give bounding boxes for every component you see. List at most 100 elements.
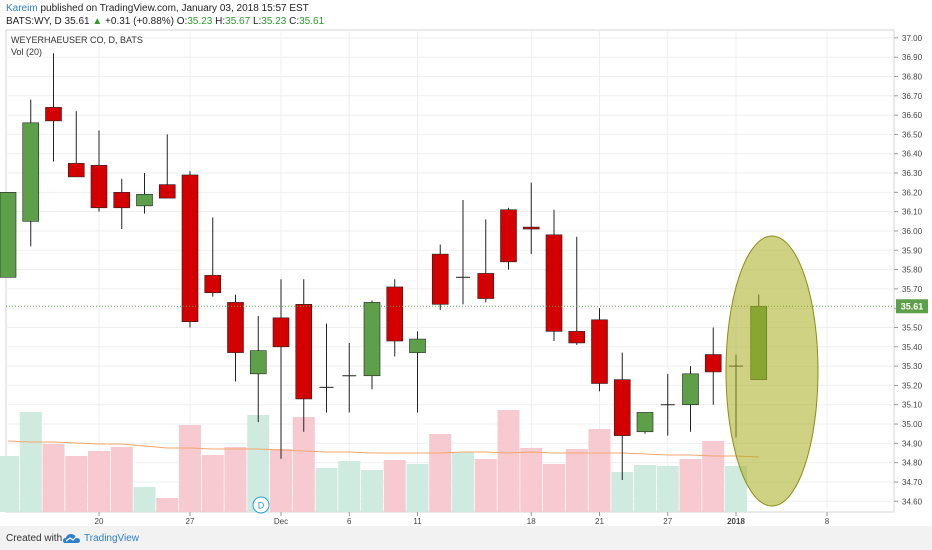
volume-bar — [338, 461, 361, 512]
footer: Created with TradingView — [0, 526, 932, 550]
price-chart[interactable]: 34.60 34.70 34.80 34.90 35.00 35.10 35.20 35.30… — [0, 0, 932, 526]
volume-bar — [133, 487, 156, 512]
volume-bar — [201, 455, 224, 512]
volume-bar — [679, 459, 702, 512]
candle-body — [522, 226, 540, 230]
candle[interactable] — [158, 134, 176, 199]
candle[interactable] — [45, 53, 62, 162]
y-tick-label: 36.50 — [902, 130, 923, 139]
x-tick-label: 2018 — [727, 517, 745, 526]
candle[interactable] — [660, 373, 675, 436]
y-tick-label: 34.80 — [902, 459, 923, 468]
candle-body — [545, 234, 563, 332]
chart-title: WEYERHAEUSER CO, D, BATS — [11, 35, 143, 45]
candle-body — [45, 107, 62, 122]
candle[interactable] — [22, 99, 40, 247]
symbol-label: BATS:WY, D — [6, 16, 62, 27]
volume-bar — [611, 472, 634, 512]
candle[interactable] — [181, 171, 199, 328]
x-tick-label: 27 — [663, 517, 672, 526]
candle-body — [158, 184, 176, 199]
candle-body — [636, 412, 654, 433]
candle[interactable] — [522, 182, 540, 255]
candle[interactable] — [477, 219, 495, 303]
volume-bar — [452, 452, 474, 512]
volume-bar — [0, 456, 19, 512]
candle-body — [227, 302, 244, 353]
y-tick-label: 36.60 — [902, 111, 923, 120]
candle-body — [363, 302, 381, 377]
volume-bar — [634, 465, 656, 512]
candle[interactable] — [227, 294, 244, 382]
x-tick-label: 11 — [413, 517, 422, 526]
volume-bar — [543, 464, 565, 512]
tradingview-brand-label: TradingView — [84, 533, 140, 544]
volume-bar — [497, 410, 520, 512]
candle-body — [90, 165, 108, 209]
y-tick-label: 36.10 — [902, 208, 923, 217]
volume-ma-line — [7, 440, 759, 458]
candle-body — [568, 331, 586, 344]
candle[interactable] — [204, 217, 222, 297]
candle[interactable] — [249, 315, 267, 423]
candle-body — [386, 286, 404, 342]
published-text: published on TradingView.com, January 03… — [37, 3, 309, 14]
tradingview-brand[interactable]: TradingView — [62, 530, 142, 546]
y-tick-label: 35.70 — [902, 285, 923, 294]
candle[interactable] — [319, 323, 334, 413]
candle[interactable] — [613, 352, 631, 481]
volume-bar — [156, 498, 179, 512]
candle[interactable] — [342, 342, 357, 413]
candle[interactable] — [386, 279, 404, 357]
candle[interactable] — [136, 173, 153, 214]
x-tick-label: 27 — [186, 517, 195, 526]
last-price-tag — [896, 299, 928, 314]
price-label: 35.61 — [64, 16, 90, 27]
candle[interactable] — [682, 366, 699, 432]
created-with-text: Created with — [6, 533, 63, 544]
candle[interactable] — [500, 207, 517, 270]
candle[interactable] — [568, 236, 586, 345]
candle-body — [613, 379, 631, 436]
header-line-1: Kareim published on TradingView.com, Jan… — [6, 2, 324, 15]
candle-body — [431, 253, 449, 305]
up-arrow-icon: ▲ — [92, 16, 103, 27]
candle[interactable] — [704, 327, 722, 405]
candle[interactable] — [272, 279, 290, 459]
high-value: 35.67 — [225, 16, 251, 27]
candle[interactable] — [431, 244, 449, 311]
low-label: L: — [252, 16, 262, 27]
highlight-ellipse — [725, 235, 819, 507]
candle[interactable] — [0, 192, 17, 278]
volume-bar — [179, 425, 201, 512]
candle-body — [204, 275, 222, 294]
volume-bar — [42, 444, 65, 512]
candle[interactable] — [456, 200, 470, 305]
candle-body — [272, 317, 290, 348]
high-label: H: — [215, 16, 226, 27]
header-line-2: BATS:WY, D 35.61 ▲ +0.31 (+0.88%) O:35.2… — [6, 15, 324, 28]
candle-body — [0, 192, 17, 278]
candle[interactable] — [545, 209, 563, 342]
dividend-marker[interactable] — [252, 496, 270, 514]
volume-bar — [224, 447, 247, 512]
volume-bar — [656, 466, 679, 512]
candle[interactable] — [295, 279, 313, 432]
candle-body — [477, 273, 495, 299]
candle-body — [500, 209, 517, 263]
chart-header: Kareim published on TradingView.com, Jan… — [6, 2, 324, 28]
candle[interactable] — [636, 412, 654, 434]
candle[interactable] — [90, 130, 108, 212]
candle[interactable] — [409, 331, 426, 413]
volume-bar — [110, 447, 133, 512]
volume-bar — [315, 468, 338, 512]
x-tick-label: Dec — [274, 517, 288, 526]
y-tick-label: 35.20 — [902, 381, 923, 390]
x-tick-label: 8 — [825, 517, 830, 526]
candle[interactable] — [591, 308, 608, 392]
author-link[interactable]: Kareim — [6, 3, 38, 14]
candle[interactable] — [363, 300, 381, 390]
candle[interactable] — [113, 178, 131, 230]
candle[interactable] — [67, 111, 85, 178]
y-tick-label: 35.30 — [902, 362, 923, 371]
